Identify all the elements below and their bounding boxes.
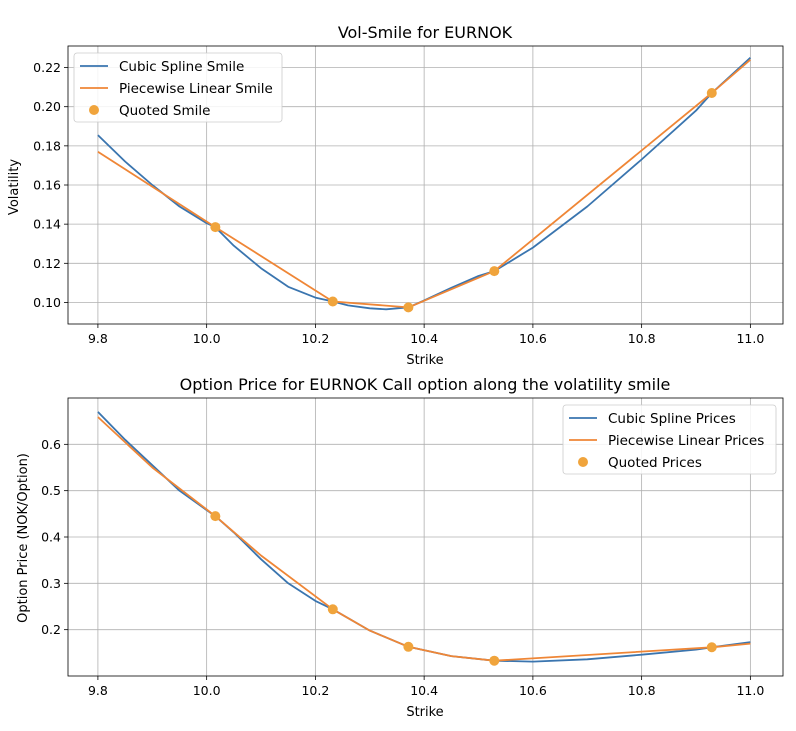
y-axis-label: Option Price (NOK/Option) (16, 453, 31, 623)
y-tick-label: 0.3 (41, 576, 61, 591)
x-tick-label: 9.8 (88, 683, 108, 698)
legend-entry-label: Piecewise Linear Smile (119, 81, 273, 97)
y-tick-label: 0.4 (41, 530, 61, 545)
x-tick-label: 10.6 (519, 331, 547, 346)
x-axis-label: Strike (406, 705, 443, 720)
y-tick-label: 0.6 (41, 437, 61, 452)
quoted-point (403, 302, 414, 313)
x-tick-label: 10.0 (193, 683, 221, 698)
y-axis-label: Volatility (7, 159, 22, 215)
legend-marker-swatch (578, 457, 588, 467)
quoted-point (210, 222, 221, 233)
legend: Cubic Spline Prices Piecewise Linear Pric… (562, 404, 777, 475)
x-tick-label: 10.8 (628, 331, 656, 346)
x-tick-label: 9.8 (88, 331, 108, 346)
x-tick-label: 11.0 (736, 331, 764, 346)
chart-title: Vol-Smile for EURNOK (338, 23, 513, 42)
quoted-point (489, 266, 500, 277)
x-tick-label: 10.4 (410, 683, 438, 698)
y-tick-label: 0.16 (33, 178, 61, 193)
series-line-1 (97, 416, 751, 662)
quoted-point (327, 604, 338, 615)
x-tick-label: 11.0 (736, 683, 764, 698)
x-tick-label: 10.0 (193, 331, 221, 346)
y-tick-label: 0.2 (41, 622, 61, 637)
x-tick-label: 10.4 (410, 331, 438, 346)
option-price-chart: Option Price for EURNOK Call option alon… (16, 375, 784, 720)
quoted-point (327, 296, 338, 307)
legend-entry-label: Quoted Smile (119, 103, 210, 119)
y-tick-label: 0.14 (33, 217, 61, 232)
legend-entry-label: Quoted Prices (608, 455, 702, 471)
quoted-point (489, 655, 500, 666)
legend-entry-label: Piecewise Linear Prices (608, 433, 764, 449)
quoted-point (706, 642, 717, 653)
y-tick-label: 0.18 (33, 138, 61, 153)
legend-box (562, 404, 777, 475)
x-tick-label: 10.2 (301, 683, 329, 698)
x-axis-label: Strike (406, 353, 443, 368)
legend-marker-swatch (89, 105, 99, 115)
chart-title: Option Price for EURNOK Call option alon… (180, 375, 671, 394)
quoted-point (210, 511, 221, 522)
x-tick-label: 10.2 (301, 331, 329, 346)
y-tick-label: 0.12 (33, 256, 61, 271)
legend: Cubic Spline Smile Piecewise Linear Smile… (73, 52, 283, 123)
y-tick-label: 0.22 (33, 60, 61, 75)
x-tick-label: 10.6 (519, 683, 547, 698)
y-tick-label: 0.5 (41, 483, 61, 498)
y-tick-label: 0.10 (33, 295, 61, 310)
legend-box (73, 52, 283, 123)
vol-smile-chart: Vol-Smile for EURNOK Strike Volatility 9… (7, 23, 784, 368)
y-tick-label: 0.20 (33, 99, 61, 114)
legend-entry-label: Cubic Spline Smile (119, 59, 244, 75)
legend-entry-label: Cubic Spline Prices (608, 411, 736, 427)
quoted-point (403, 641, 414, 652)
x-tick-label: 10.8 (628, 683, 656, 698)
series-line-0 (97, 57, 752, 311)
quoted-point (706, 87, 717, 98)
